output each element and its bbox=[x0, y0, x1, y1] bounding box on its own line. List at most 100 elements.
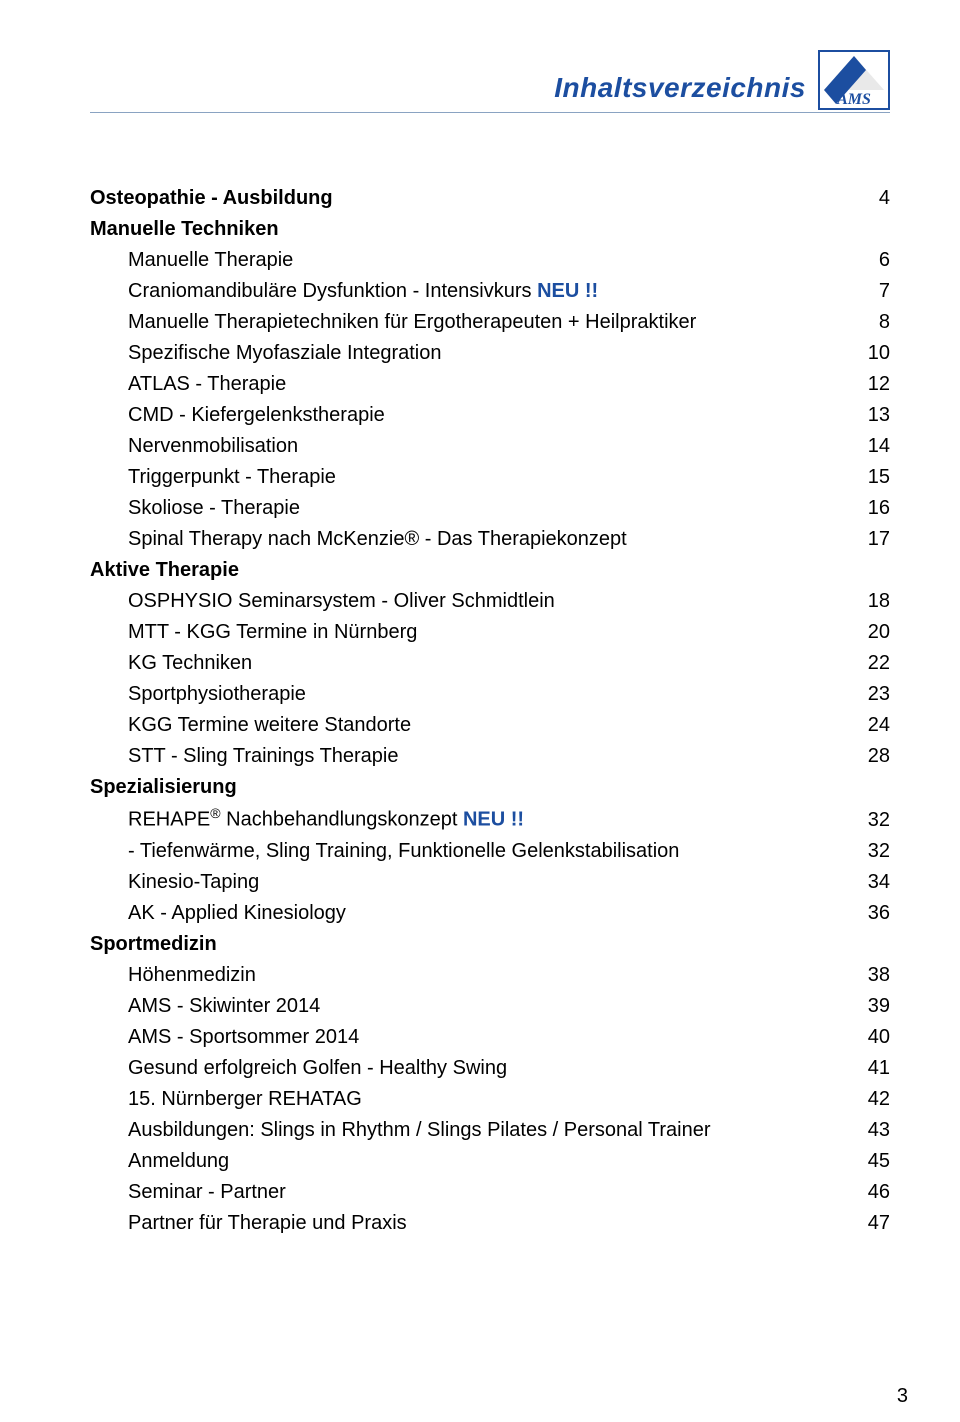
toc-entry: Anmeldung45 bbox=[90, 1146, 890, 1177]
neu-badge: NEU !! bbox=[537, 280, 598, 302]
toc-entry-label: AK - Applied Kinesiology bbox=[128, 898, 850, 929]
toc-entry-label: ATLAS - Therapie bbox=[128, 369, 850, 400]
ams-logo: AMS bbox=[818, 50, 890, 110]
toc-entry: Seminar - Partner46 bbox=[90, 1177, 890, 1208]
toc-entry-page: 4 bbox=[850, 183, 890, 214]
toc-entry-label: KG Techniken bbox=[128, 648, 850, 679]
toc-entry-page: 39 bbox=[850, 991, 890, 1022]
toc-entry: CMD - Kiefergelenkstherapie13 bbox=[90, 400, 890, 431]
toc-entry: Kinesio-Taping34 bbox=[90, 867, 890, 898]
toc-entry-page: 22 bbox=[850, 648, 890, 679]
toc-section-heading: Manuelle Techniken bbox=[90, 214, 890, 245]
toc-entry: Manuelle Therapie6 bbox=[90, 245, 890, 276]
toc-entry-label: REHAPE® Nachbehandlungskonzept NEU !! bbox=[128, 803, 850, 836]
toc-entry: - Tiefenwärme, Sling Training, Funktione… bbox=[90, 836, 890, 867]
toc-entry-label: MTT - KGG Termine in Nürnberg bbox=[128, 617, 850, 648]
toc-entry-page: 34 bbox=[850, 867, 890, 898]
toc-entry: KGG Termine weitere Standorte24 bbox=[90, 710, 890, 741]
toc-section-heading: Spezialisierung bbox=[90, 772, 890, 803]
toc-entry-label: Kinesio-Taping bbox=[128, 867, 850, 898]
toc-entry-page: 13 bbox=[850, 400, 890, 431]
page-header: Inhaltsverzeichnis AMS bbox=[90, 50, 890, 113]
toc-entry-page: 32 bbox=[850, 805, 890, 836]
toc-entry: Manuelle Therapietechniken für Ergothera… bbox=[90, 307, 890, 338]
toc-entry: Spezifische Myofasziale Integration10 bbox=[90, 338, 890, 369]
toc-section-heading: Aktive Therapie bbox=[90, 555, 890, 586]
toc-entry-label: Skoliose - Therapie bbox=[128, 493, 850, 524]
toc-entry-label: Sportphysiotherapie bbox=[128, 679, 850, 710]
toc-entry: Höhenmedizin38 bbox=[90, 960, 890, 991]
toc-entry: ATLAS - Therapie12 bbox=[90, 369, 890, 400]
toc-entry-label: 15. Nürnberger REHATAG bbox=[128, 1084, 850, 1115]
toc-entry: KG Techniken22 bbox=[90, 648, 890, 679]
toc-entry: Triggerpunkt - Therapie15 bbox=[90, 462, 890, 493]
toc-entry-label: - Tiefenwärme, Sling Training, Funktione… bbox=[128, 836, 850, 867]
toc-entry-label: Manuelle Therapie bbox=[128, 245, 850, 276]
toc-entry-page: 40 bbox=[850, 1022, 890, 1053]
toc-entry-label: Craniomandibuläre Dysfunktion - Intensiv… bbox=[128, 276, 850, 307]
toc-entry: Nervenmobilisation14 bbox=[90, 431, 890, 462]
toc-entry-page: 28 bbox=[850, 741, 890, 772]
toc-entry-page: 6 bbox=[850, 245, 890, 276]
toc-entry-page: 16 bbox=[850, 493, 890, 524]
toc-entry: Partner für Therapie und Praxis47 bbox=[90, 1208, 890, 1239]
toc-entry-label: Höhenmedizin bbox=[128, 960, 850, 991]
toc-entry-page: 47 bbox=[850, 1208, 890, 1239]
toc-entry-page: 18 bbox=[850, 586, 890, 617]
toc-entry-label: KGG Termine weitere Standorte bbox=[128, 710, 850, 741]
toc-entry: Sportphysiotherapie23 bbox=[90, 679, 890, 710]
toc-entry-page: 17 bbox=[850, 524, 890, 555]
toc-entry-page: 24 bbox=[850, 710, 890, 741]
toc-entry: OSPHYSIO Seminarsystem - Oliver Schmidtl… bbox=[90, 586, 890, 617]
toc-entry-label: OSPHYSIO Seminarsystem - Oliver Schmidtl… bbox=[128, 586, 850, 617]
toc-entry: STT - Sling Trainings Therapie28 bbox=[90, 741, 890, 772]
toc-entry: AMS - Sportsommer 201440 bbox=[90, 1022, 890, 1053]
toc-entry-page: 36 bbox=[850, 898, 890, 929]
toc-entry-page: 23 bbox=[850, 679, 890, 710]
toc-entry-label: Triggerpunkt - Therapie bbox=[128, 462, 850, 493]
page-title: Inhaltsverzeichnis bbox=[554, 72, 806, 110]
toc-entry: 15. Nürnberger REHATAG42 bbox=[90, 1084, 890, 1115]
toc-entry: REHAPE® Nachbehandlungskonzept NEU !!32 bbox=[90, 803, 890, 836]
toc-entry-page: 12 bbox=[850, 369, 890, 400]
toc-entry-page: 46 bbox=[850, 1177, 890, 1208]
toc-entry-label: Ausbildungen: Slings in Rhythm / Slings … bbox=[128, 1115, 850, 1146]
toc-entry: AMS - Skiwinter 201439 bbox=[90, 991, 890, 1022]
toc-entry-page: 38 bbox=[850, 960, 890, 991]
toc-entry-label: Osteopathie - Ausbildung bbox=[90, 183, 850, 214]
svg-text:AMS: AMS bbox=[836, 91, 871, 108]
toc-entry: Gesund erfolgreich Golfen - Healthy Swin… bbox=[90, 1053, 890, 1084]
toc-entry-page: 32 bbox=[850, 836, 890, 867]
toc-entry-label: Nervenmobilisation bbox=[128, 431, 850, 462]
toc-entry-page: 15 bbox=[850, 462, 890, 493]
toc-entry-page: 42 bbox=[850, 1084, 890, 1115]
toc-entry-label: AMS - Skiwinter 2014 bbox=[128, 991, 850, 1022]
toc-entry: Ausbildungen: Slings in Rhythm / Slings … bbox=[90, 1115, 890, 1146]
toc-entry-label: Spinal Therapy nach McKenzie® - Das Ther… bbox=[128, 524, 850, 555]
toc-entry-page: 8 bbox=[850, 307, 890, 338]
toc-entry: Skoliose - Therapie16 bbox=[90, 493, 890, 524]
toc-entry-label: Partner für Therapie und Praxis bbox=[128, 1208, 850, 1239]
page-number: 3 bbox=[897, 1385, 908, 1408]
page-container: Inhaltsverzeichnis AMS Osteopathie - Aus… bbox=[0, 0, 960, 1422]
toc-entry-label: Anmeldung bbox=[128, 1146, 850, 1177]
toc-entry-page: 45 bbox=[850, 1146, 890, 1177]
toc-entry: Spinal Therapy nach McKenzie® - Das Ther… bbox=[90, 524, 890, 555]
toc-entry: Osteopathie - Ausbildung4 bbox=[90, 183, 890, 214]
toc-entry-label: Gesund erfolgreich Golfen - Healthy Swin… bbox=[128, 1053, 850, 1084]
neu-badge: NEU !! bbox=[463, 809, 524, 831]
toc-entry-page: 14 bbox=[850, 431, 890, 462]
toc-entry-label: Spezifische Myofasziale Integration bbox=[128, 338, 850, 369]
toc-entry-page: 20 bbox=[850, 617, 890, 648]
toc-section-heading: Sportmedizin bbox=[90, 929, 890, 960]
toc-entry-page: 10 bbox=[850, 338, 890, 369]
toc-entry: MTT - KGG Termine in Nürnberg20 bbox=[90, 617, 890, 648]
toc-entry-label: AMS - Sportsommer 2014 bbox=[128, 1022, 850, 1053]
toc-entry-page: 7 bbox=[850, 276, 890, 307]
toc-entry-page: 43 bbox=[850, 1115, 890, 1146]
table-of-contents: Osteopathie - Ausbildung4Manuelle Techni… bbox=[90, 183, 890, 1239]
toc-entry-label: Seminar - Partner bbox=[128, 1177, 850, 1208]
toc-entry: AK - Applied Kinesiology36 bbox=[90, 898, 890, 929]
toc-entry-label: Manuelle Therapietechniken für Ergothera… bbox=[128, 307, 850, 338]
toc-entry-label: CMD - Kiefergelenkstherapie bbox=[128, 400, 850, 431]
